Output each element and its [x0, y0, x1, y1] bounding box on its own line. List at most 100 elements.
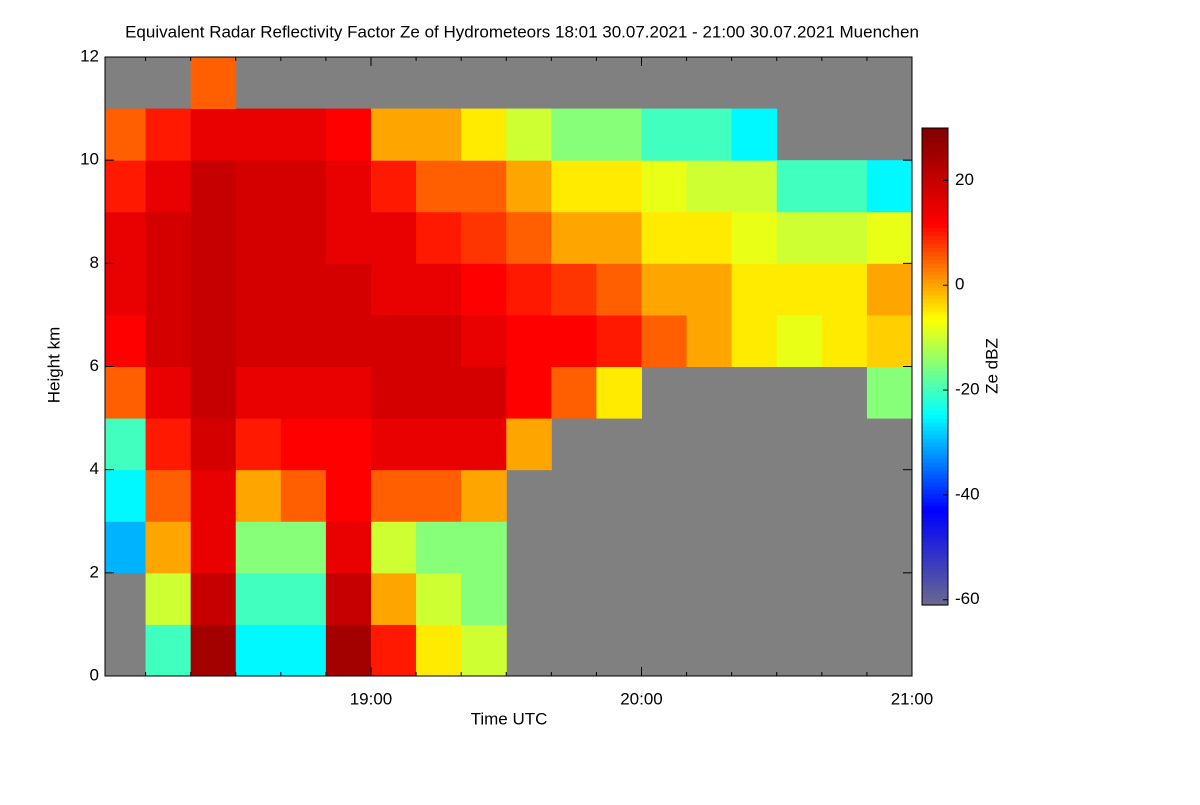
heatmap-cell — [596, 211, 642, 264]
heatmap-cell — [866, 366, 913, 419]
heatmap-cell — [325, 572, 372, 625]
colorbar-segment — [922, 473, 948, 479]
colorbar-segment — [922, 298, 948, 304]
colorbar-segment — [922, 163, 948, 169]
heatmap-cell — [686, 314, 733, 367]
colorbar-segment — [922, 346, 948, 352]
colorbar-segment — [922, 378, 948, 383]
y-tick-label: 6 — [90, 356, 99, 375]
colorbar-segment — [922, 477, 948, 483]
heatmap-cell — [641, 108, 688, 161]
heatmap-cell — [370, 469, 417, 522]
colorbar-segment — [922, 219, 948, 224]
heatmap-cell — [596, 366, 642, 419]
colorbar-segment — [922, 247, 948, 252]
heatmap-cell — [731, 160, 778, 213]
colorbar-segment — [922, 449, 948, 455]
heatmap-cell — [235, 211, 282, 264]
heatmap-cell — [325, 521, 372, 574]
heatmap-cell — [416, 211, 462, 264]
colorbar-segment — [922, 171, 948, 177]
colorbar-segment — [922, 183, 948, 189]
heatmap-cell — [280, 211, 327, 264]
colorbar-segment — [922, 350, 948, 356]
colorbar-segment — [922, 366, 948, 372]
heatmap-cell — [280, 108, 327, 161]
colorbar-segment — [922, 223, 948, 228]
colorbar-segment — [922, 557, 948, 562]
heatmap-cell — [370, 160, 417, 213]
colorbar-segment — [922, 438, 948, 443]
heatmap-cell — [325, 366, 372, 419]
heatmap-cell — [105, 418, 147, 471]
heatmap-cell — [551, 108, 597, 161]
heatmap-cell — [776, 314, 823, 367]
heatmap-cell — [190, 469, 237, 522]
heatmap-cell — [461, 418, 507, 471]
y-tick-label: 4 — [90, 459, 99, 478]
colorbar-segment — [922, 569, 948, 574]
heatmap-cell — [280, 366, 327, 419]
colorbar-segment — [922, 167, 948, 173]
heatmap-cell — [280, 418, 327, 471]
colorbar-segment — [922, 239, 948, 244]
heatmap-cell — [235, 521, 282, 574]
y-tick-label: 0 — [90, 665, 99, 684]
colorbar-segment — [922, 577, 948, 582]
heatmap-cell — [641, 314, 688, 367]
colorbar-segment — [922, 406, 948, 411]
heatmap-cell — [235, 160, 282, 213]
heatmap-cell — [190, 521, 237, 574]
heatmap-cell — [235, 624, 282, 677]
colorbar-segment — [922, 497, 948, 503]
colorbar-segment — [922, 243, 948, 248]
colorbar-segment — [922, 561, 948, 566]
colorbar-segment — [922, 322, 948, 328]
colorbar-segment — [922, 513, 948, 519]
colorbar-tick-label: -40 — [955, 484, 980, 503]
colorbar-segment — [922, 128, 948, 133]
colorbar-segment — [922, 469, 948, 475]
heatmap-cell — [551, 263, 597, 316]
heatmap-cell — [145, 521, 192, 574]
heatmap-cell — [280, 263, 327, 316]
heatmap-cell — [461, 572, 507, 625]
colorbar-segment — [922, 585, 948, 590]
heatmap-cell — [145, 366, 192, 419]
heatmap-cell — [551, 314, 597, 367]
heatmap-cell — [506, 108, 552, 161]
heatmap-cell — [190, 211, 237, 264]
x-axis-label: Time UTC — [471, 709, 548, 728]
heatmap-cell — [190, 108, 237, 161]
colorbar-segment — [922, 390, 948, 395]
colorbar-segment — [922, 302, 948, 308]
colorbar-segment — [922, 382, 948, 387]
colorbar-segment — [922, 410, 948, 415]
heatmap-cell — [105, 521, 147, 574]
colorbar-segment — [922, 453, 948, 459]
heatmap-cell — [190, 57, 237, 110]
heatmap-cell — [821, 211, 868, 264]
heatmap-cell — [145, 211, 192, 264]
heatmap-cell — [145, 108, 192, 161]
colorbar-segment — [922, 306, 948, 312]
colorbar-segment — [922, 549, 948, 554]
colorbar-segment — [922, 294, 948, 300]
heatmap-cell — [190, 314, 237, 367]
colorbar-segment — [922, 461, 948, 467]
x-tick-label: 20:00 — [620, 689, 663, 708]
colorbar-segment — [922, 259, 948, 264]
colorbar-segment — [922, 593, 948, 598]
x-tick-label: 21:00 — [891, 689, 934, 708]
heatmap-cell — [461, 314, 507, 367]
colorbar-segment — [922, 271, 948, 276]
heatmap-cell — [145, 624, 192, 677]
colorbar-segment — [922, 135, 948, 141]
colorbar-segment — [922, 402, 948, 407]
heatmap-cell — [506, 366, 552, 419]
heatmap-cell — [821, 160, 868, 213]
colorbar-segment — [922, 481, 948, 487]
heatmap-cell — [105, 469, 147, 522]
x-tick-label: 19:00 — [350, 689, 393, 708]
